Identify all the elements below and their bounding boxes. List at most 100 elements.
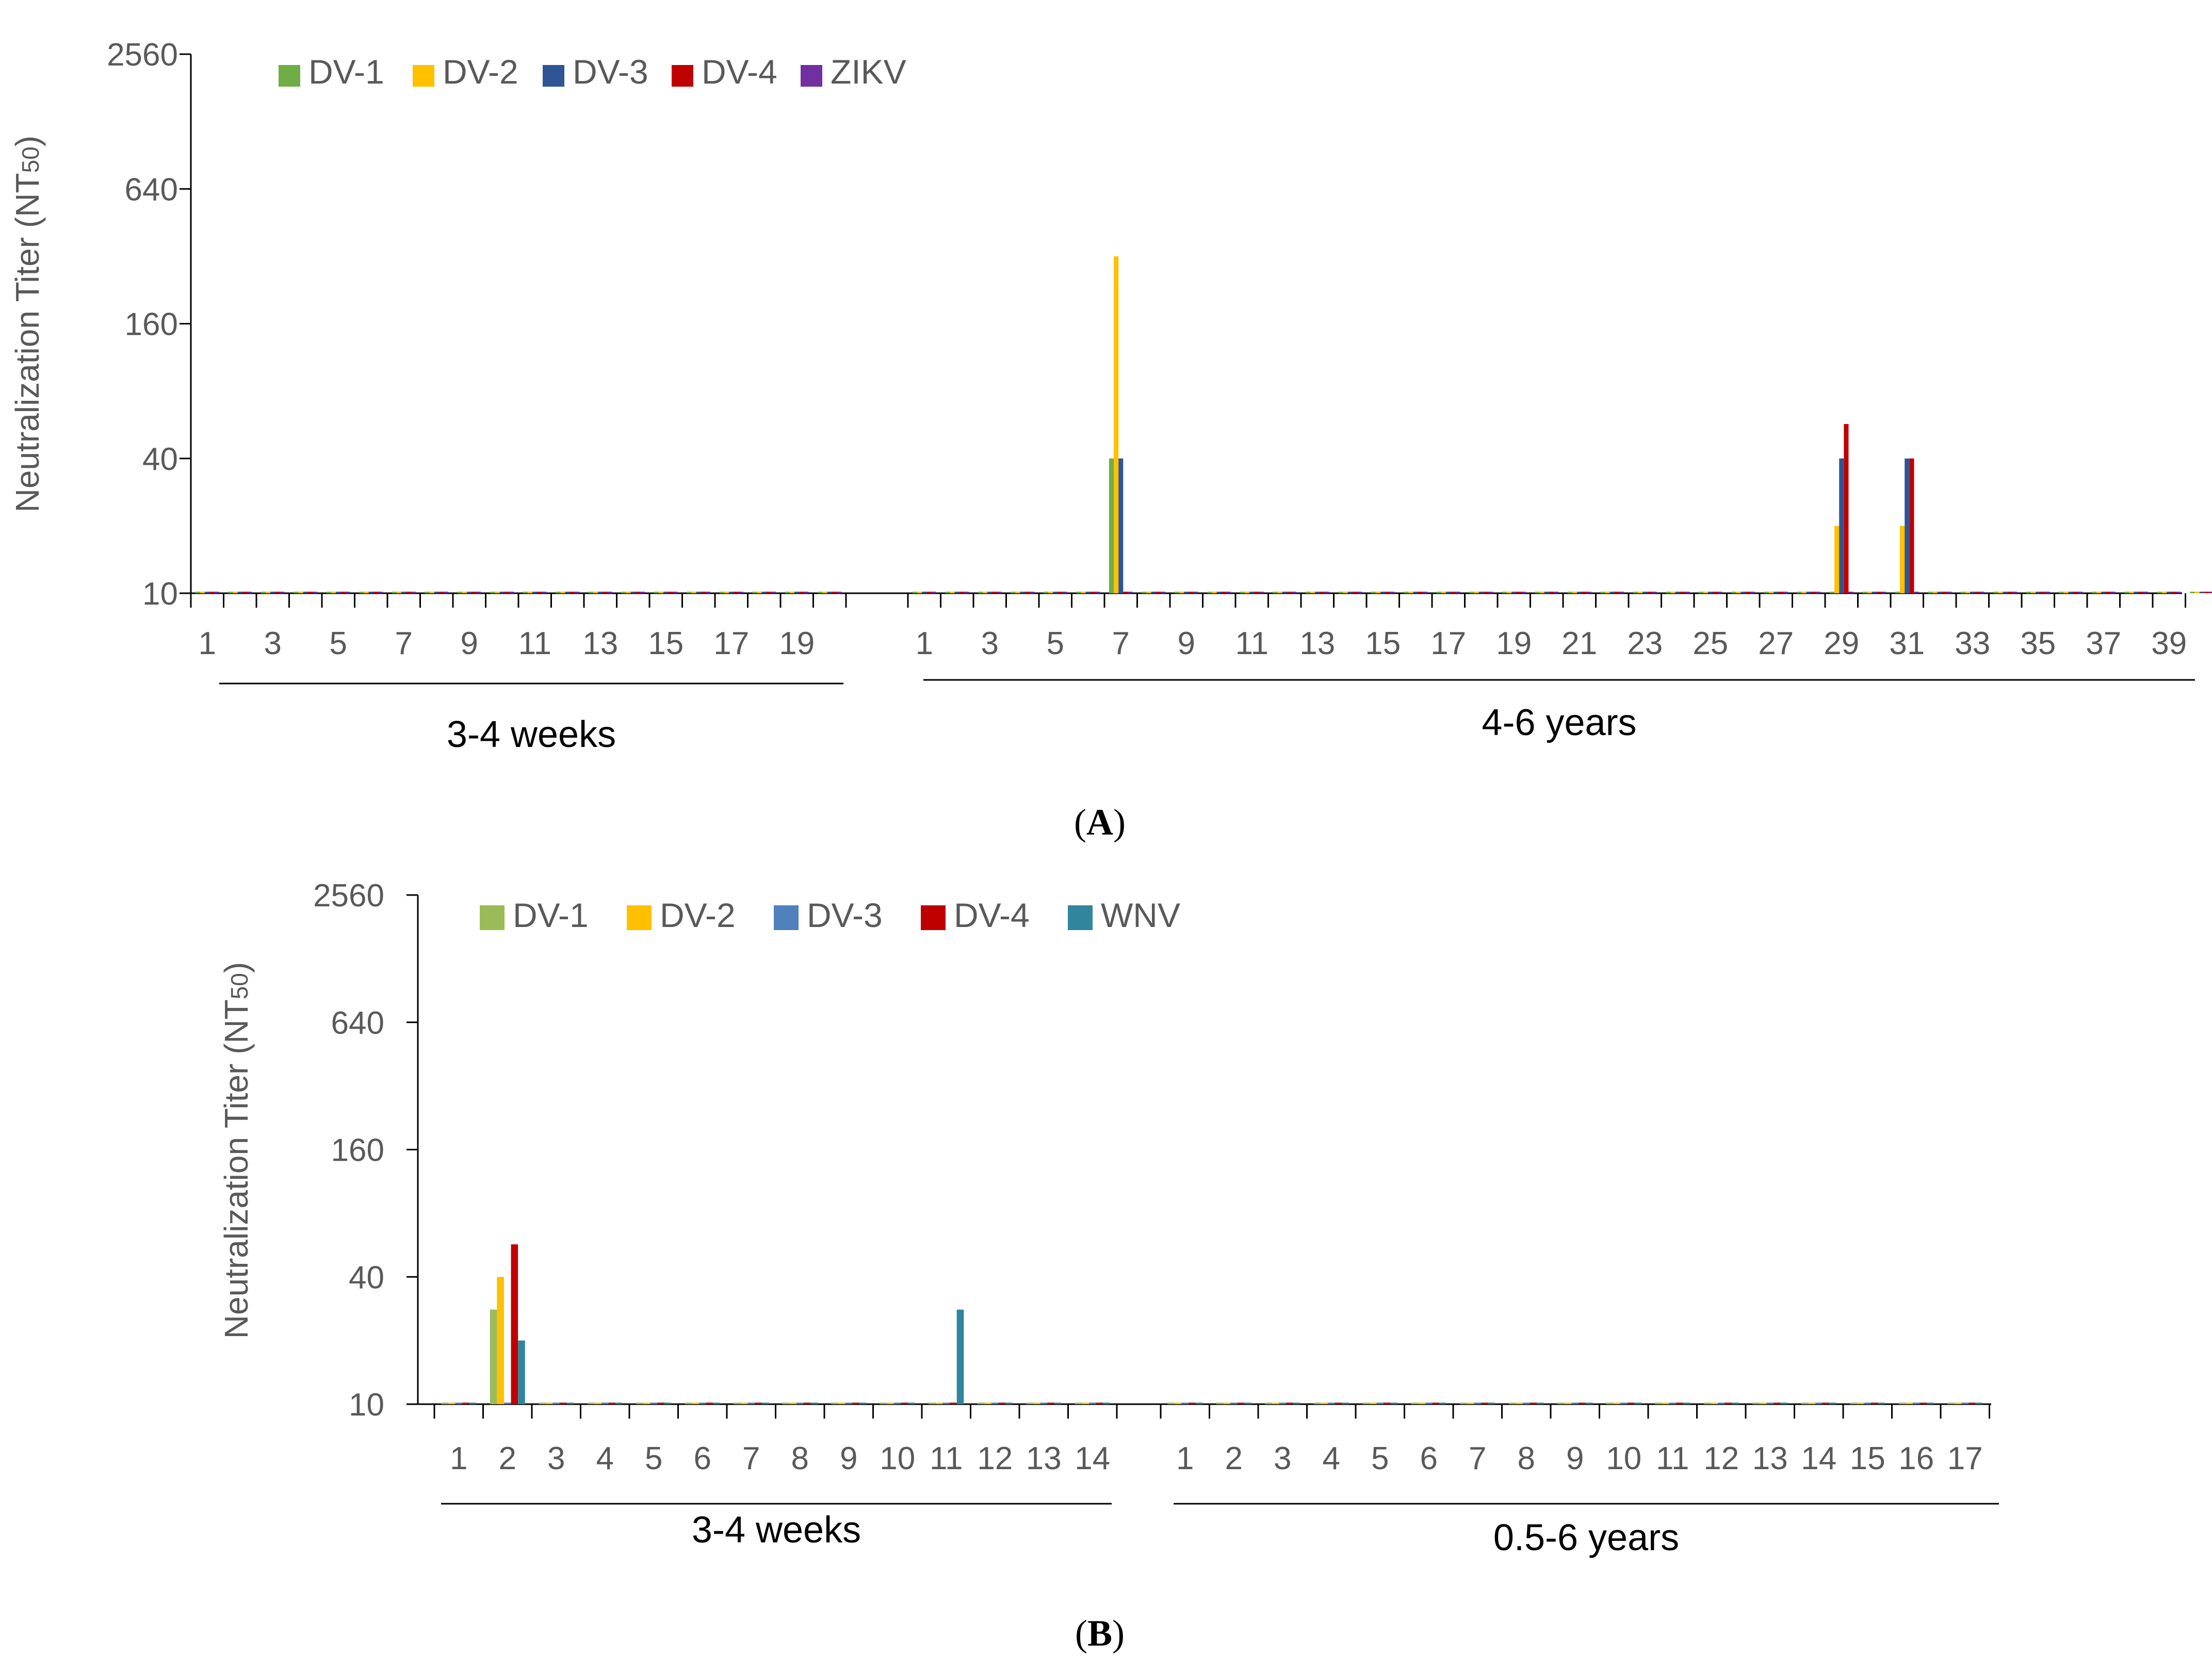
bar-zikv-subject-39 [2176, 592, 2181, 593]
bar-dv-4-subject-26 [1745, 592, 1750, 593]
bar-dv-1-subject-29 [1829, 592, 1835, 593]
bar-dv-1-subject-14 [1801, 1403, 1809, 1404]
legend-swatch-zikv [801, 65, 822, 87]
bar-dv-4-subject-9 [1189, 592, 1194, 593]
bar-dv-3-subject-7 [1118, 458, 1124, 593]
bar-dv-4-subject-12 [570, 592, 575, 593]
bar-dv-4-subject-1 [926, 592, 932, 593]
x-tick-label: 19 [1496, 626, 1532, 661]
bar-dv-4-subject-2 [959, 592, 964, 593]
bar-dv-1-subject-3 [978, 592, 983, 593]
x-tick-label: 7 [1469, 1441, 1486, 1476]
bar-wnv-subject-5 [1390, 1403, 1398, 1404]
bar-dv-4-subject-7 [406, 592, 411, 593]
bar-dv-3-subject-2 [1230, 1403, 1238, 1404]
x-tick-label: 3 [981, 626, 999, 661]
bar-dv-4-subject-11 [1254, 592, 1259, 593]
bar-zikv-subject-3 [280, 592, 285, 593]
bar-dv-1-subject-26 [1731, 592, 1736, 593]
bar-dv-3-subject-25 [1708, 592, 1713, 593]
bar-dv-1-subject-6 [1411, 1403, 1419, 1404]
group-label: 4-6 years [1482, 702, 1636, 743]
bar-dv-2-subject-9 [462, 592, 467, 593]
bar-dv-3-subject-7 [401, 592, 406, 593]
bar-dv-3-subject-2 [954, 592, 959, 593]
bar-dv-4-subject-13 [1047, 1403, 1054, 1404]
bar-dv-3-subject-4 [1327, 1403, 1335, 1404]
bar-dv-1-subject-16 [1404, 592, 1409, 593]
bar-wnv-subject-13 [1054, 1403, 1062, 1404]
bar-dv-3-subject-4 [303, 592, 308, 593]
bar-wnv-subject-7 [1488, 1403, 1495, 1404]
bar-zikv-subject-16 [705, 592, 711, 593]
x-tick-label: 3 [547, 1441, 565, 1476]
bar-dv-3-subject-32 [1937, 592, 1942, 593]
bar-dv-3-subject-38 [2134, 592, 2139, 593]
bar-dv-3-subject-10 [499, 592, 505, 593]
bar-dv-3-subject-12 [1282, 592, 1287, 593]
bar-wnv-subject-9 [859, 1403, 867, 1404]
bar-dv-1-subject-14 [1075, 1403, 1082, 1404]
bar-dv-4-subject-10 [1627, 1403, 1635, 1404]
bar-dv-3-subject-39 [2167, 592, 2172, 593]
y-tick-label: 2560 [107, 37, 178, 73]
bar-dv-3-subject-9 [467, 592, 472, 593]
bar-dv-3-subject-8 [1151, 592, 1156, 593]
bar-dv-3-subject-8 [434, 592, 439, 593]
bar-dv-4-subject-6 [1432, 1403, 1440, 1404]
x-tick-label: 39 [2151, 626, 2187, 661]
x-tick-label: 19 [779, 626, 815, 661]
bar-dv-3-subject-14 [1088, 1403, 1096, 1404]
legend-label-dv-3: DV-3 [573, 53, 648, 91]
bar-dv-3-subject-26 [1741, 592, 1746, 593]
bar-zikv-subject-40 [2208, 592, 2212, 593]
bar-dv-3-subject-18 [761, 592, 767, 593]
bar-dv-3-subject-35 [2036, 592, 2041, 593]
x-tick-label: 5 [1371, 1441, 1389, 1476]
y-tick-label: 640 [125, 172, 178, 207]
legend-label-zikv: ZIKV [831, 53, 906, 91]
bar-zikv-subject-14 [1357, 592, 1362, 593]
bar-dv-2-subject-8 [429, 592, 434, 593]
bar-dv-2-subject-11 [1662, 1403, 1669, 1404]
bar-dv-1-subject-5 [1043, 592, 1049, 593]
bar-dv-3-subject-11 [1669, 1403, 1677, 1404]
bar-dv-1-subject-4 [294, 592, 299, 593]
bar-dv-4-subject-15 [1385, 592, 1390, 593]
bar-dv-2-subject-12 [560, 592, 565, 593]
bar-dv-2-subject-11 [528, 592, 533, 593]
bar-dv-1-subject-17 [1436, 592, 1442, 593]
bar-dv-3-subject-17 [1961, 1403, 1969, 1404]
bar-dv-1-subject-7 [734, 1403, 741, 1404]
bar-dv-1-subject-8 [425, 592, 430, 593]
bar-dv-4-subject-14 [1822, 1403, 1830, 1404]
bar-dv-4-subject-31 [1909, 458, 1914, 593]
bar-dv-4-subject-12 [1725, 1403, 1732, 1404]
bar-dv-3-subject-22 [1609, 592, 1615, 593]
bar-dv-2-subject-10 [1212, 592, 1217, 593]
bar-dv-4-subject-16 [1418, 592, 1423, 593]
bar-dv-4-subject-16 [1920, 1403, 1927, 1404]
bar-dv-4-subject-15 [1871, 1403, 1878, 1404]
bar-dv-2-subject-4 [1015, 592, 1020, 593]
bar-dv-3-subject-7 [747, 1403, 755, 1404]
bar-dv-2-subject-3 [545, 1403, 553, 1404]
bar-dv-3-subject-6 [698, 1403, 706, 1404]
x-tick-label: 29 [1824, 626, 1859, 661]
x-tick-label: 13 [1752, 1441, 1788, 1476]
bar-dv-1-subject-2 [945, 592, 950, 593]
bar-dv-3-subject-8 [1522, 1403, 1530, 1404]
bar-dv-3-subject-13 [1040, 1403, 1048, 1404]
bar-dv-3-subject-24 [1675, 592, 1680, 593]
bar-dv-2-subject-4 [594, 1403, 601, 1404]
bar-dv-4-subject-20 [1549, 592, 1554, 593]
bar-dv-1-subject-13 [1305, 592, 1311, 593]
bar-dv-4-subject-11 [537, 592, 542, 593]
bar-dv-4-subject-10 [901, 1403, 908, 1404]
bar-zikv-subject-1 [214, 592, 219, 593]
bar-dv-1-subject-11 [1655, 1403, 1662, 1404]
bar-dv-3-subject-8 [796, 1403, 804, 1404]
bar-dv-2-subject-28 [1801, 592, 1807, 593]
x-tick-label: 17 [1947, 1441, 1983, 1476]
bar-dv-1-subject-33 [1960, 592, 1966, 593]
